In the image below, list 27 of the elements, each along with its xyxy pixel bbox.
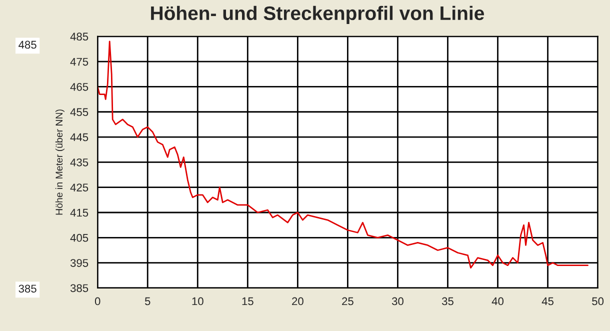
x-tick-label: 30 [392,297,404,306]
y-tick-label: 445 [70,133,88,142]
x-tick-label: 10 [192,297,204,306]
line-series [98,40,588,269]
y-tick-label: 385 [70,284,88,292]
text: 385 [18,284,36,293]
y-tick-label: 465 [70,82,88,91]
x-tick-label: 25 [342,297,354,306]
y-tick-label: 475 [70,58,88,66]
x-tick-label: 40 [492,297,504,306]
x-tick-label: 35 [442,297,454,306]
y-tick-label: 435 [70,158,88,166]
y-tick-label: 405 [70,234,88,242]
x-tick-label: 0 [94,297,100,306]
x-tick-label: 50 [592,297,604,306]
x-tick-label: 15 [242,297,254,306]
y-tick-label: 455 [70,108,88,116]
y-tick-label: 485 [70,32,88,41]
text: 485 [18,40,36,49]
x-tick-label: 20 [292,297,304,306]
y-axis-title: Höhe in Meter (über NN) [55,110,64,215]
y-tick-label: 395 [70,259,88,267]
y-tick-label: 415 [70,208,88,217]
y-tick-label: 425 [70,184,88,192]
x-tick-label: 5 [144,297,150,306]
x-tick-label: 45 [542,297,554,306]
chart-title: Höhen- und Streckenprofil von Linie [151,6,484,24]
